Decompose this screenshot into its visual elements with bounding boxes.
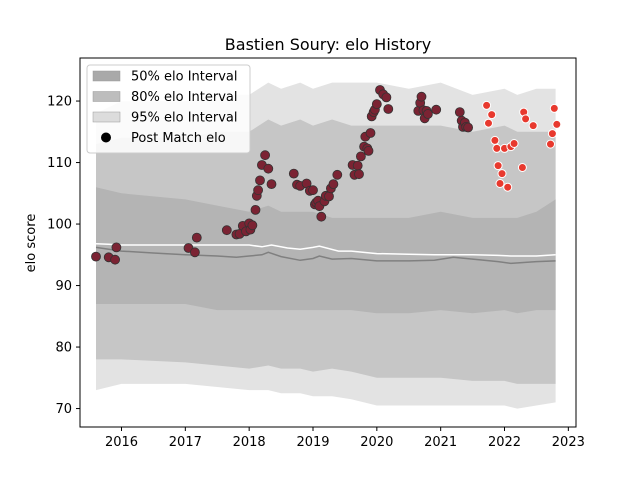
post-match-point [250,204,261,215]
post-match-point [381,92,392,103]
y-axis-label: elo score [24,214,39,273]
legend-swatch [92,111,121,123]
post-match-point [454,107,465,117]
legend-swatch [92,91,121,102]
post-match-point [316,211,327,222]
post-match-point [549,103,559,113]
x-tick-label: 2021 [424,435,457,450]
legend: 50% elo Interval 80% elo Interval 95% elo … [86,64,251,154]
post-match-point [528,121,538,131]
post-match-point [352,160,363,171]
post-match-point [503,182,513,192]
post-match-point [422,109,433,119]
post-match-point [355,151,366,162]
legend-label: 95% elo Interval [131,111,238,126]
post-match-point [487,110,497,120]
post-match-point [111,242,122,253]
post-match-point [363,145,374,156]
post-match-point [263,163,274,174]
legend-box [86,64,251,154]
x-tick-label: 2016 [105,435,138,450]
post-match-point [91,251,101,262]
post-match-point [493,161,503,171]
band-50-interval [96,187,556,314]
mean-elo-line [95,242,556,257]
post-match-point [354,169,364,180]
post-match-point [332,169,343,180]
post-match-point [492,143,502,153]
post-match-point [288,168,299,179]
post-match-point [371,99,382,109]
post-match-point [191,232,202,243]
x-tick-label: 2017 [169,435,202,450]
post-match-point [482,100,492,110]
x-tick-label: 2020 [360,435,393,450]
post-match-point [509,139,519,148]
post-match-point [255,175,265,186]
axes-frame [79,57,577,428]
legend-label: Post Match elo [131,131,226,146]
post-match-point [463,122,474,133]
post-match-point [328,179,339,190]
y-tick-label: 100 [47,218,72,233]
axes: 2016 2017 2018 2019 2020 2021 2022 2023 70 80 90 10… [47,57,585,450]
post-match-point [383,104,394,114]
chart-title: Bastien Soury: elo History [225,35,431,54]
post-match-point [431,104,442,115]
legend-swatch [92,70,121,82]
x-tick-label: 2023 [552,435,585,450]
y-tick-label: 120 [47,95,72,110]
x-tick-label: 2022 [488,435,521,450]
post-match-point [324,191,334,202]
post-match-point [221,225,232,236]
post-match-point [546,139,555,149]
post-match-point [497,169,507,179]
x-tick-label: 2019 [296,435,329,450]
post-match-point [495,179,505,188]
plot-area [91,82,562,409]
post-match-point [189,247,200,258]
y-tick-label: 110 [47,156,72,171]
legend-label: 50% elo Interval [131,70,238,85]
post-match-point [484,118,493,128]
post-match-point [260,150,271,161]
x-tick-label: 2018 [233,435,266,450]
post-match-point [266,179,277,190]
post-match-point [365,128,376,138]
y-tick-label: 90 [55,279,72,294]
post-match-point [416,91,427,102]
post-match-point [253,185,264,196]
post-match-point [308,185,318,196]
median-elo-line [95,246,556,265]
legend-label: 80% elo Interval [131,90,238,105]
post-match-point [490,135,500,145]
post-match-point [521,114,531,124]
post-match-point [110,254,120,265]
legend-marker [101,132,111,143]
y-tick-label: 80 [55,341,72,356]
post-match-point [247,220,258,231]
post-match-point [552,119,562,129]
post-match-point [547,129,557,139]
post-match-point [517,163,527,172]
y-tick-label: 70 [55,402,72,417]
